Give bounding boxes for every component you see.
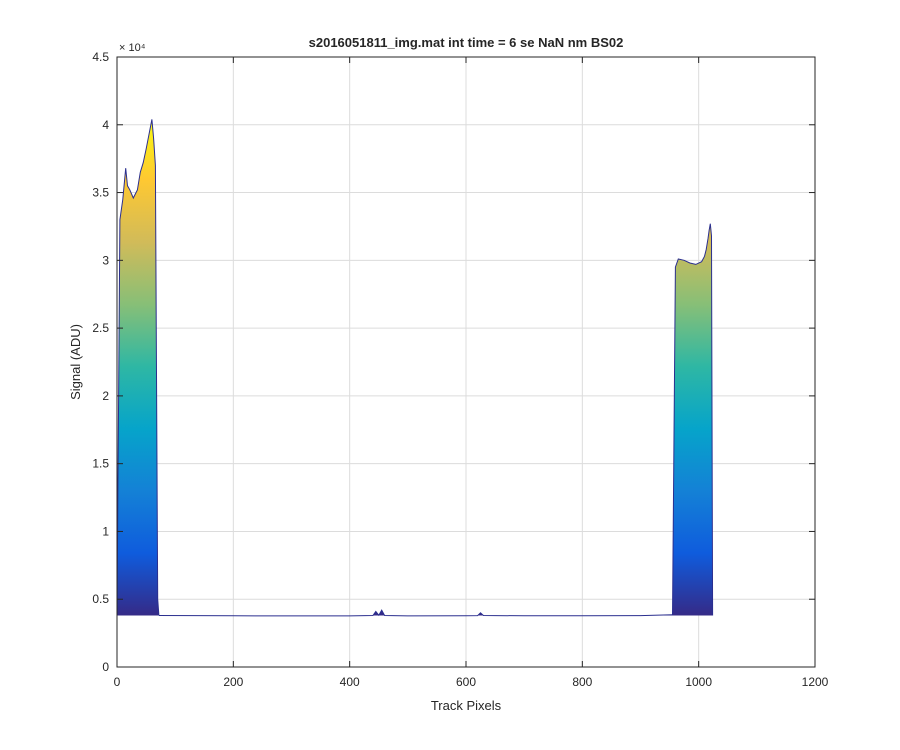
y-axis-ticks: 0 0.5 1 1.5 2 2.5 3 3.5 4 4.5 <box>92 50 815 674</box>
data-layer <box>117 119 714 617</box>
chart-title: s2016051811_img.mat int time = 6 se NaN … <box>309 35 624 50</box>
y-tick-label: 2 <box>102 389 109 403</box>
signal-area-1 <box>117 119 159 616</box>
x-axis-ticks: 0 200 400 600 800 1000 1200 <box>114 57 829 689</box>
y-tick-label: 1.5 <box>92 457 109 471</box>
x-axis-label: Track Pixels <box>431 698 502 713</box>
signal-line-2 <box>158 609 673 617</box>
x-tick-label: 1000 <box>685 675 712 689</box>
x-tick-label: 400 <box>340 675 360 689</box>
y-tick-label: 0.5 <box>92 592 109 606</box>
x-tick-label: 800 <box>572 675 592 689</box>
y-tick-label: 2.5 <box>92 321 109 335</box>
y-tick-label: 4 <box>102 118 109 132</box>
y-axis-exponent: × 10⁴ <box>119 42 146 54</box>
x-tick-label: 600 <box>456 675 476 689</box>
y-tick-label: 3.5 <box>92 186 109 200</box>
signal-area-3 <box>672 223 713 616</box>
y-tick-label: 3 <box>102 253 109 267</box>
x-tick-label: 0 <box>114 675 121 689</box>
signal-line-3 <box>672 223 714 616</box>
y-tick-label: 4.5 <box>92 50 109 64</box>
x-tick-label: 1200 <box>802 675 829 689</box>
x-tick-label: 200 <box>223 675 243 689</box>
y-axis-label: Signal (ADU) <box>68 324 83 400</box>
signal-line-1 <box>117 119 160 616</box>
y-tick-label: 0 <box>102 660 109 674</box>
y-tick-label: 1 <box>102 524 109 538</box>
